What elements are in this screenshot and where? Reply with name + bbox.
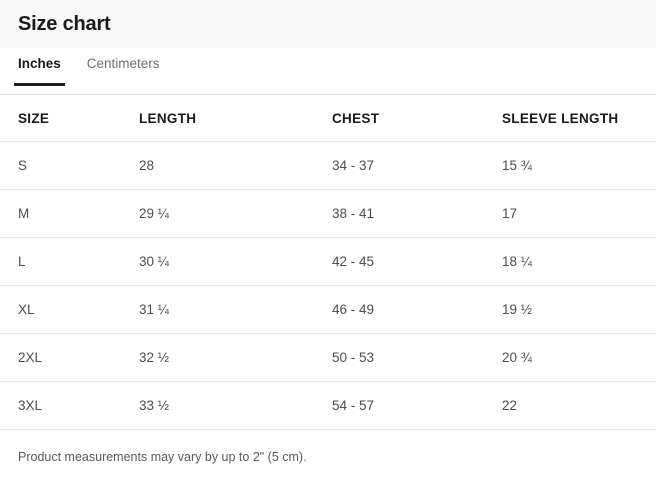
table-row: S 28 34 - 37 15 ¾ (0, 141, 656, 190)
column-header-size: SIZE (0, 95, 139, 142)
cell-length: 28 (139, 141, 332, 190)
column-header-sleeve-length: SLEEVE LENGTH (502, 95, 656, 142)
cell-sleeve: 20 ¾ (502, 333, 656, 382)
column-header-length: LENGTH (139, 95, 332, 142)
column-header-chest: CHEST (332, 95, 502, 142)
cell-length: 33 ½ (139, 381, 332, 430)
table-row: M 29 ¼ 38 - 41 17 (0, 189, 656, 238)
cell-size: XL (0, 285, 139, 334)
cell-chest: 50 - 53 (332, 333, 502, 382)
table-body: S 28 34 - 37 15 ¾ M 29 ¼ 38 - 41 17 L 30… (0, 141, 656, 430)
cell-size: 3XL (0, 381, 139, 430)
cell-chest: 46 - 49 (332, 285, 502, 334)
table-row: 3XL 33 ½ 54 - 57 22 (0, 381, 656, 430)
cell-chest: 34 - 37 (332, 141, 502, 190)
cell-chest: 38 - 41 (332, 189, 502, 238)
measurement-disclaimer: Product measurements may vary by up to 2… (18, 450, 307, 464)
table-header: SIZE LENGTH CHEST SLEEVE LENGTH (0, 95, 656, 142)
cell-length: 32 ½ (139, 333, 332, 382)
cell-sleeve: 22 (502, 381, 656, 430)
cell-chest: 54 - 57 (332, 381, 502, 430)
tab-inches[interactable]: Inches (14, 57, 65, 86)
cell-size: M (0, 189, 139, 238)
cell-length: 31 ¼ (139, 285, 332, 334)
title-band: Size chart (0, 0, 656, 48)
tab-centimeters[interactable]: Centimeters (87, 57, 160, 86)
cell-size: S (0, 141, 139, 190)
cell-chest: 42 - 45 (332, 237, 502, 286)
table-row: L 30 ¼ 42 - 45 18 ¼ (0, 237, 656, 286)
cell-size: L (0, 237, 139, 286)
table-header-row: SIZE LENGTH CHEST SLEEVE LENGTH (0, 95, 656, 142)
cell-sleeve: 19 ½ (502, 285, 656, 334)
size-chart-table: SIZE LENGTH CHEST SLEEVE LENGTH S 28 34 … (0, 95, 656, 430)
cell-sleeve: 17 (502, 189, 656, 238)
table-row: 2XL 32 ½ 50 - 53 20 ¾ (0, 333, 656, 382)
cell-sleeve: 18 ¼ (502, 237, 656, 286)
page-title: Size chart (18, 13, 111, 35)
unit-tab-bar: Inches Centimeters (0, 48, 656, 95)
cell-sleeve: 15 ¾ (502, 141, 656, 190)
cell-size: 2XL (0, 333, 139, 382)
table-row: XL 31 ¼ 46 - 49 19 ½ (0, 285, 656, 334)
cell-length: 29 ¼ (139, 189, 332, 238)
cell-length: 30 ¼ (139, 237, 332, 286)
